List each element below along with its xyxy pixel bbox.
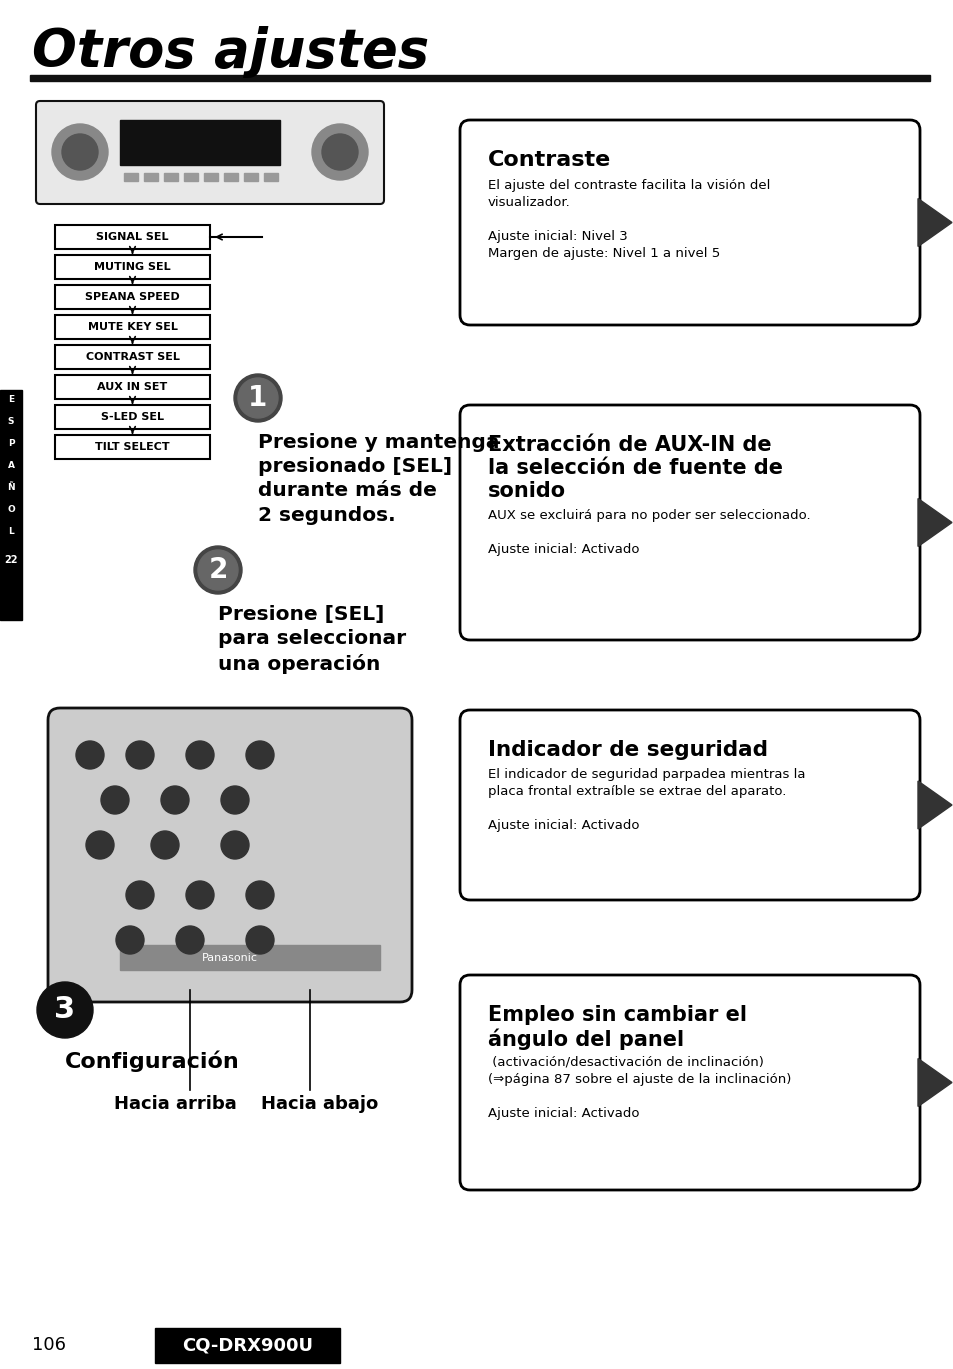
Circle shape: [101, 786, 129, 815]
Text: Indicador de seguridad: Indicador de seguridad: [488, 741, 767, 760]
Polygon shape: [917, 199, 951, 246]
Bar: [184, 172, 198, 181]
Circle shape: [221, 786, 249, 815]
Bar: [224, 172, 237, 181]
Circle shape: [322, 134, 357, 170]
Circle shape: [62, 134, 98, 170]
Circle shape: [175, 925, 204, 954]
Polygon shape: [917, 780, 951, 830]
Bar: [55, 315, 210, 340]
Text: P: P: [8, 439, 14, 449]
Text: 3: 3: [54, 995, 75, 1024]
Text: Contraste: Contraste: [488, 151, 611, 170]
Text: Hacia abajo: Hacia abajo: [261, 1095, 378, 1113]
Text: AUX IN SET: AUX IN SET: [97, 382, 168, 392]
Bar: [124, 172, 138, 181]
Circle shape: [126, 741, 153, 769]
Circle shape: [312, 125, 368, 179]
Text: Presione y mantenga
presionado [SEL]
durante más de
2 segundos.: Presione y mantenga presionado [SEL] dur…: [257, 433, 499, 524]
Bar: [0, 390, 22, 620]
Text: MUTE KEY SEL: MUTE KEY SEL: [88, 322, 177, 333]
FancyBboxPatch shape: [459, 975, 919, 1190]
Bar: [55, 225, 210, 249]
Circle shape: [161, 786, 189, 815]
Bar: [55, 435, 210, 459]
Text: 1: 1: [248, 383, 268, 412]
Bar: [264, 172, 277, 181]
FancyBboxPatch shape: [459, 120, 919, 324]
Text: El ajuste del contraste facilita la visión del
visualizador.

Ajuste inicial: Ni: El ajuste del contraste facilita la visi…: [488, 179, 770, 260]
Text: Ñ: Ñ: [8, 483, 15, 493]
Text: L: L: [9, 527, 14, 537]
Text: O: O: [7, 505, 15, 515]
Circle shape: [186, 741, 213, 769]
Bar: [244, 172, 257, 181]
Circle shape: [198, 550, 237, 590]
FancyBboxPatch shape: [459, 711, 919, 899]
Text: 2: 2: [208, 556, 228, 585]
Circle shape: [246, 741, 274, 769]
Circle shape: [221, 831, 249, 858]
Text: S: S: [8, 418, 14, 427]
Circle shape: [151, 831, 179, 858]
Text: Presione [SEL]
para seleccionar
una operación: Presione [SEL] para seleccionar una oper…: [218, 605, 406, 674]
Circle shape: [52, 125, 108, 179]
Bar: [144, 172, 158, 181]
Bar: [55, 345, 210, 370]
Text: Otros ajustes: Otros ajustes: [32, 26, 429, 78]
Bar: [120, 120, 280, 166]
Bar: [154, 1328, 339, 1364]
Text: MUTING SEL: MUTING SEL: [94, 261, 171, 272]
Text: AUX se excluirá para no poder ser seleccionado.

Ajuste inicial: Activado: AUX se excluirá para no poder ser selecc…: [488, 509, 810, 556]
Bar: [164, 172, 178, 181]
Text: A: A: [8, 461, 14, 471]
Text: El indicador de seguridad parpadea mientras la
placa frontal extraíble se extrae: El indicador de seguridad parpadea mient…: [488, 768, 804, 832]
Circle shape: [193, 546, 242, 594]
Circle shape: [126, 882, 153, 909]
Circle shape: [246, 882, 274, 909]
Bar: [55, 255, 210, 279]
Circle shape: [246, 925, 274, 954]
Text: S-LED SEL: S-LED SEL: [101, 412, 164, 422]
FancyBboxPatch shape: [459, 405, 919, 639]
Text: E: E: [8, 396, 14, 404]
Text: (activación/desactivación de inclinación)
(⇒página 87 sobre el ajuste de la incl: (activación/desactivación de inclinación…: [488, 1055, 791, 1120]
Circle shape: [237, 378, 277, 418]
Text: Empleo sin cambiar el
ángulo del panel: Empleo sin cambiar el ángulo del panel: [488, 1005, 746, 1050]
Text: Panasonic: Panasonic: [202, 953, 257, 962]
Text: Hacia arriba: Hacia arriba: [113, 1095, 236, 1113]
Circle shape: [233, 374, 282, 422]
Circle shape: [86, 831, 113, 858]
Text: Extracción de AUX-IN de
la selección de fuente de
sonido: Extracción de AUX-IN de la selección de …: [488, 435, 782, 501]
Bar: [55, 285, 210, 309]
Text: Configuración: Configuración: [65, 1050, 239, 1072]
Bar: [30, 75, 929, 81]
Polygon shape: [917, 498, 951, 546]
Text: SPEANA SPEED: SPEANA SPEED: [85, 292, 180, 303]
Bar: [204, 172, 218, 181]
Circle shape: [186, 882, 213, 909]
Text: TILT SELECT: TILT SELECT: [95, 442, 170, 452]
Bar: [55, 375, 210, 398]
Text: 106: 106: [32, 1336, 66, 1354]
Polygon shape: [917, 1058, 951, 1106]
Text: CONTRAST SEL: CONTRAST SEL: [86, 352, 179, 361]
FancyBboxPatch shape: [36, 101, 384, 204]
Circle shape: [116, 925, 144, 954]
Text: SIGNAL SEL: SIGNAL SEL: [96, 231, 169, 242]
Text: 22: 22: [4, 554, 18, 565]
Circle shape: [37, 982, 92, 1038]
Bar: [55, 405, 210, 428]
Circle shape: [76, 741, 104, 769]
Bar: [120, 945, 379, 971]
FancyBboxPatch shape: [48, 708, 412, 1002]
Text: CQ-DRX900U: CQ-DRX900U: [182, 1336, 313, 1354]
